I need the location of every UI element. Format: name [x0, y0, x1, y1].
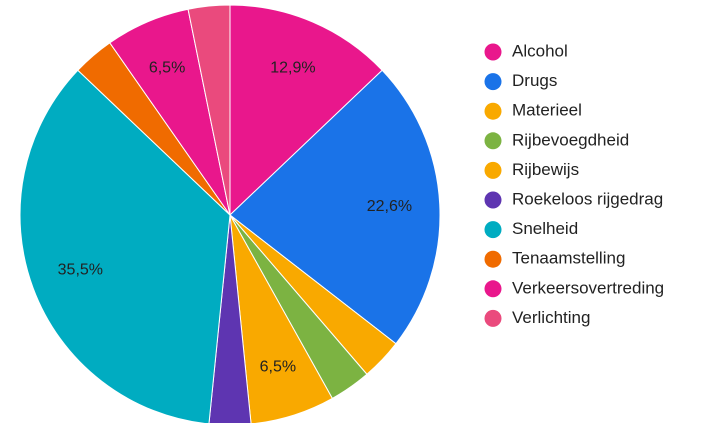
value-label: 12,9% — [270, 60, 315, 77]
legend-swatch — [484, 309, 502, 327]
legend-swatch — [484, 43, 502, 61]
pie-slice — [229, 214, 334, 423]
legend-swatch — [484, 250, 502, 268]
legend-swatch — [484, 73, 502, 91]
value-label: 6,5% — [260, 358, 296, 375]
legend-swatch — [484, 132, 502, 150]
pie-slice — [229, 4, 383, 217]
legend-label: Tenaamstelling — [512, 249, 625, 268]
legend-label: Drugs — [512, 71, 557, 90]
legend-label: Verlichting — [512, 308, 590, 327]
legend-label: Alcohol — [512, 41, 568, 60]
legend-label: Verkeersovertreding — [512, 278, 664, 297]
legend-label: Materieel — [512, 101, 582, 120]
legend-swatch — [484, 280, 502, 298]
value-label: 22,6% — [367, 198, 412, 215]
legend-swatch — [484, 161, 502, 179]
legend-swatch — [484, 191, 502, 209]
legend-label: Rijbevoegdheid — [512, 130, 629, 149]
legend-label: Rijbewijs — [512, 160, 579, 179]
pie-slice — [19, 69, 231, 423]
legend-swatch — [484, 221, 502, 239]
value-label: 6,5% — [149, 60, 185, 77]
pie-slice — [208, 214, 252, 423]
legend-swatch — [484, 102, 502, 120]
legend-label: Snelheid — [512, 219, 578, 238]
legend-label: Roekeloos rijgedrag — [512, 189, 663, 208]
value-label: 35,5% — [58, 262, 103, 279]
pie-slice — [187, 4, 231, 216]
pie-slice — [229, 69, 441, 345]
